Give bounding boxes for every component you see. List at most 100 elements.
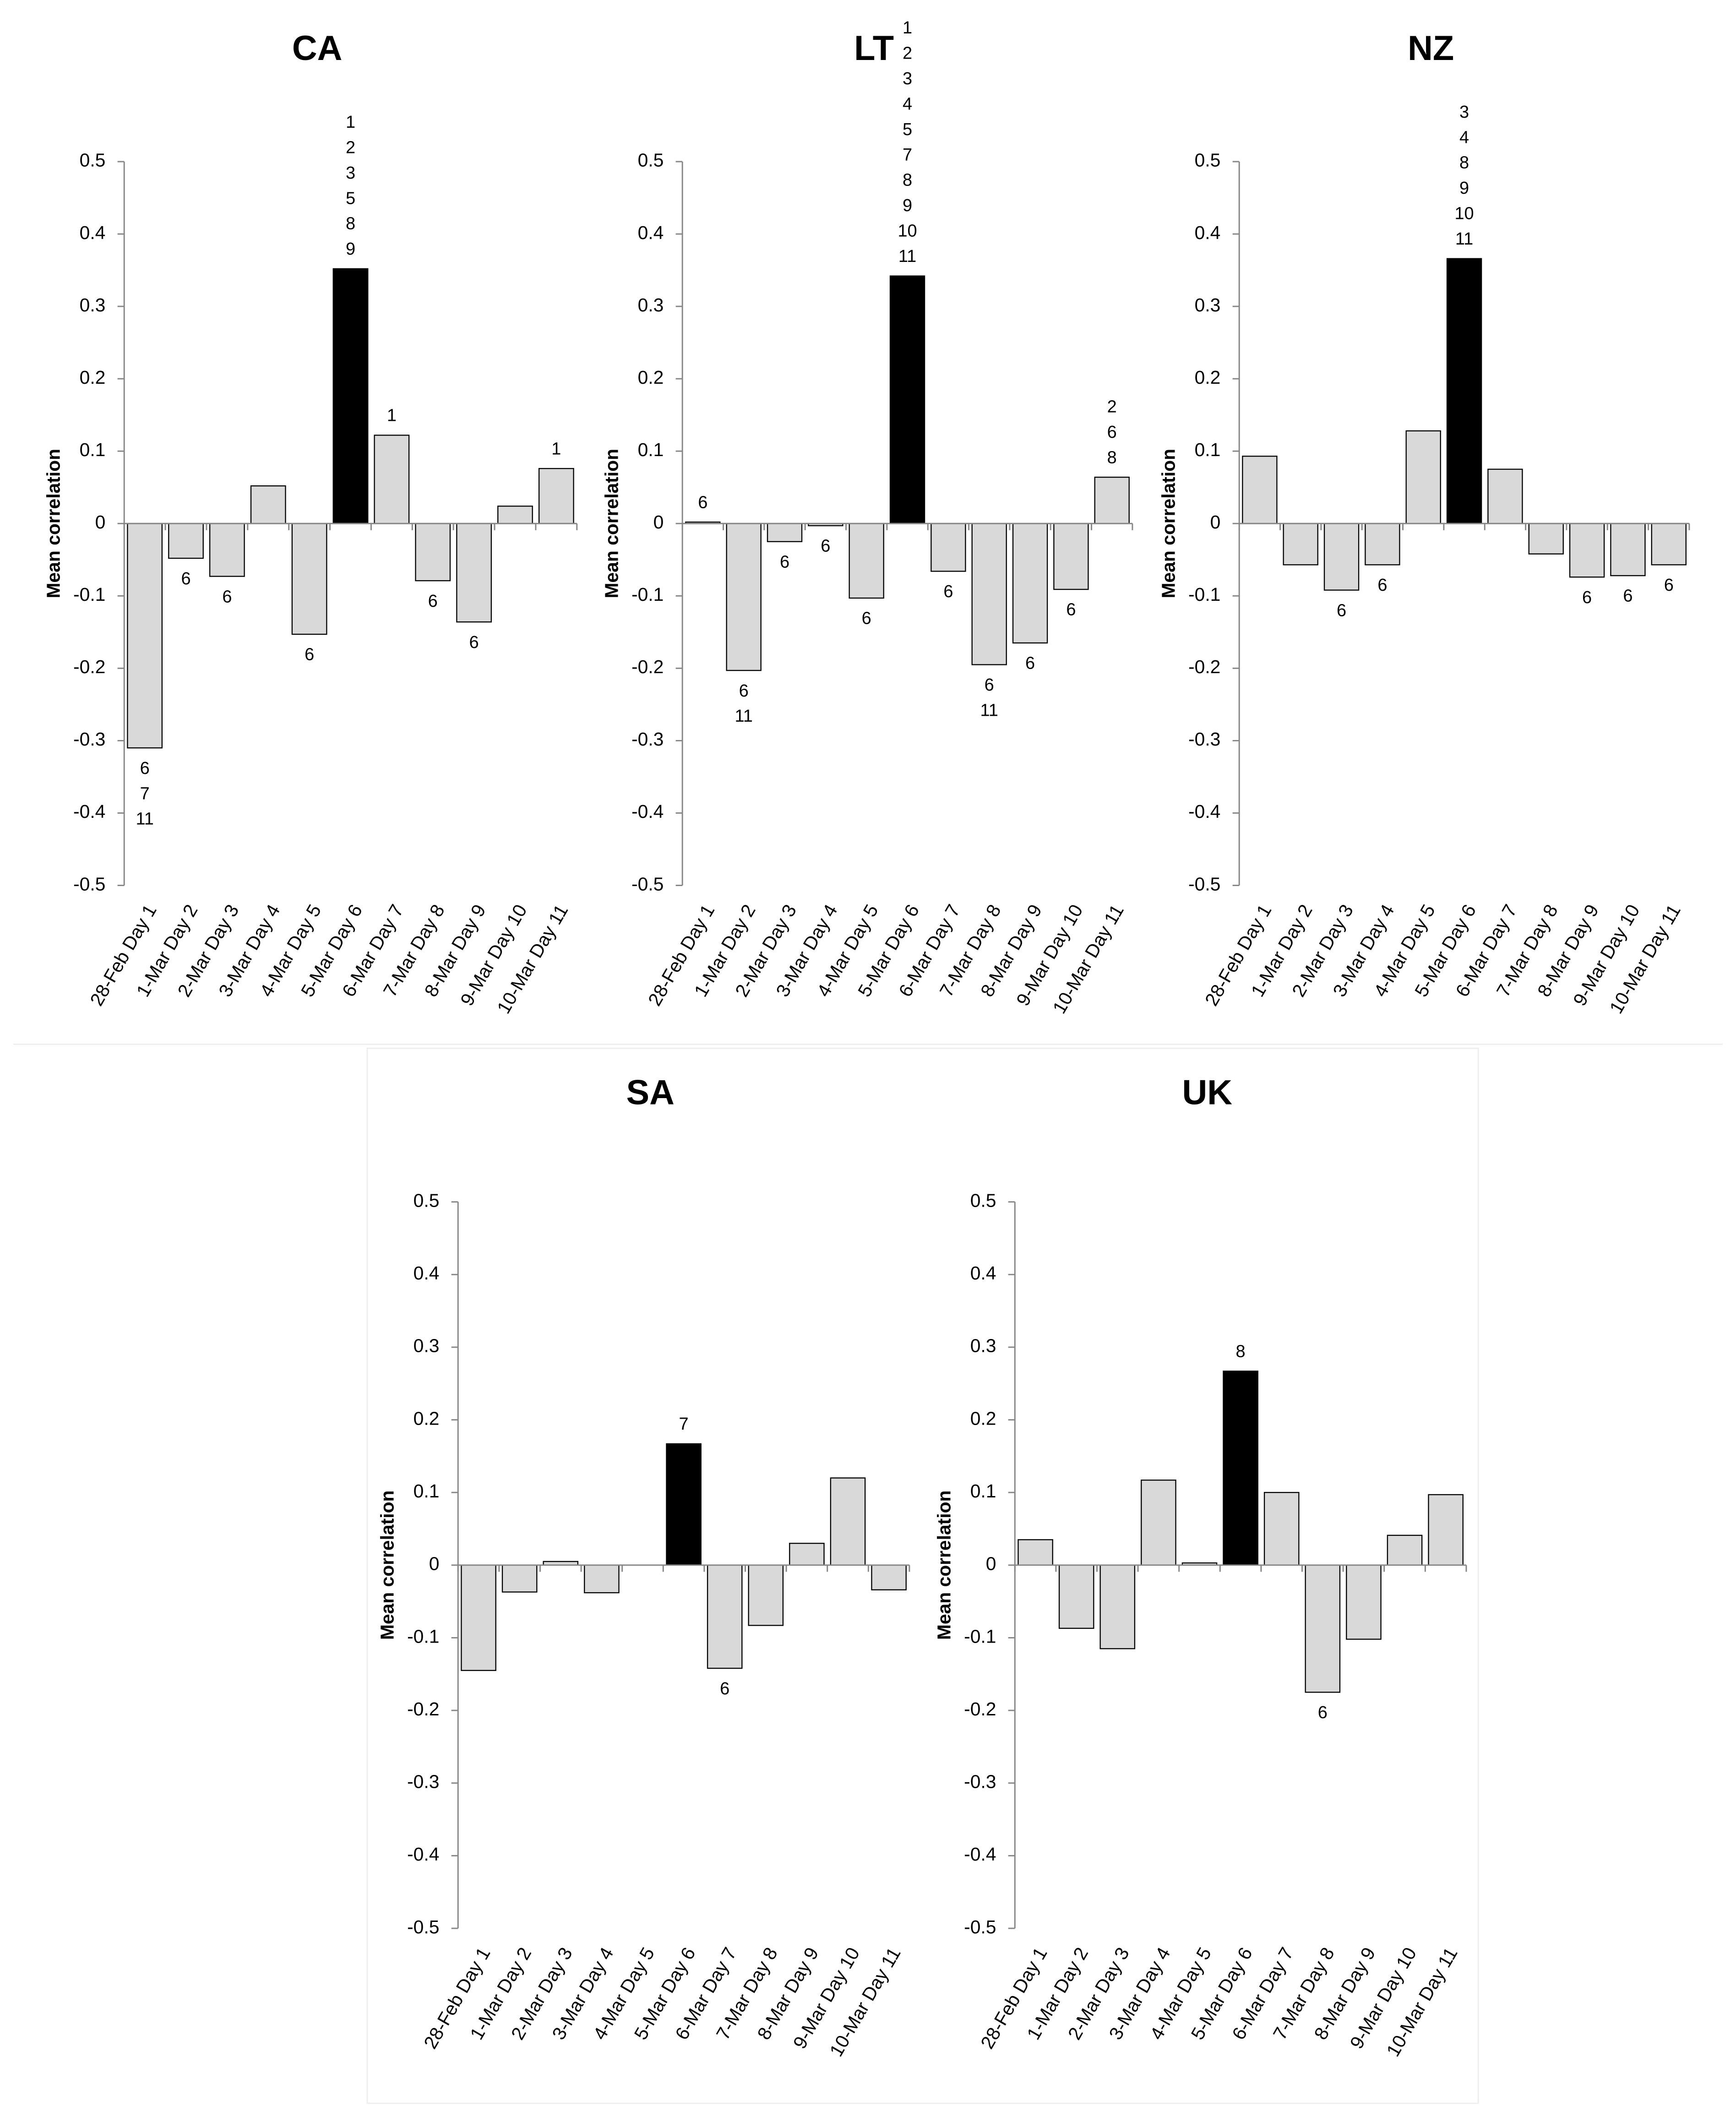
y-tick-label: 0.4 — [970, 1263, 996, 1284]
significance-label: 6 — [140, 759, 150, 778]
y-axis-label: Mean correlation — [376, 1491, 397, 1640]
y-tick-label: 0.5 — [80, 150, 106, 171]
y-tick-label: -0.3 — [964, 1771, 996, 1792]
significance-label: 6 — [469, 633, 479, 652]
significance-label: 6 — [862, 609, 871, 628]
chart-title: NZ — [1408, 29, 1454, 68]
significance-label: 4 — [1459, 128, 1469, 147]
y-tick-label: 0.3 — [80, 294, 106, 316]
y-tick-label: -0.2 — [631, 656, 664, 677]
significance-label: 10 — [1454, 204, 1474, 223]
y-tick-label: -0.5 — [73, 873, 105, 894]
bar — [538, 468, 574, 524]
significance-label: 6 — [1623, 587, 1633, 606]
bar — [1223, 1371, 1258, 1566]
bar — [1018, 1539, 1053, 1566]
significance-label: 7 — [903, 145, 912, 164]
significance-label: 6 — [1107, 423, 1117, 442]
bar — [584, 1564, 620, 1594]
significance-label: 9 — [346, 239, 355, 259]
significance-label: 2 — [346, 138, 355, 157]
significance-label: 6 — [1337, 601, 1346, 620]
bar — [168, 523, 204, 559]
y-tick-label: -0.5 — [1188, 873, 1220, 894]
bar — [1242, 456, 1278, 524]
y-tick-label: 0.5 — [970, 1190, 996, 1211]
significance-label: 6 — [428, 592, 438, 611]
bar — [1263, 1492, 1300, 1566]
significance-label: 11 — [136, 810, 153, 829]
significance-label: 9 — [1459, 179, 1469, 198]
significance-label: 11 — [898, 247, 916, 266]
significance-label: 6 — [985, 675, 994, 695]
chart-title: LT — [854, 29, 894, 68]
y-tick-label: -0.4 — [1188, 801, 1220, 822]
significance-label: 2 — [1107, 397, 1117, 416]
y-tick-label: 0.5 — [1195, 150, 1221, 171]
y-tick-label: 0 — [1210, 512, 1221, 533]
significance-label: 6 — [1582, 588, 1592, 607]
y-axis-label: Mean correlation — [1158, 449, 1179, 599]
significance-label: 6 — [720, 1679, 729, 1698]
significance-label: 8 — [346, 214, 355, 234]
chart-title: UK — [1182, 1073, 1232, 1112]
y-tick-label: -0.3 — [631, 729, 664, 750]
bar — [830, 1477, 866, 1566]
y-tick-label: -0.1 — [407, 1626, 439, 1647]
y-tick-label: 0 — [95, 512, 106, 533]
bar — [1099, 1564, 1136, 1649]
significance-label: 6 — [780, 552, 789, 571]
y-tick-label: -0.1 — [73, 584, 105, 605]
y-tick-label: 0 — [653, 512, 664, 533]
bar — [931, 523, 966, 572]
bar — [1346, 1564, 1382, 1640]
bar — [456, 523, 492, 623]
significance-label: 6 — [1025, 654, 1035, 673]
significance-label: 6 — [739, 681, 749, 701]
significance-label: 5 — [346, 189, 355, 208]
y-tick-label: -0.3 — [407, 1771, 439, 1792]
y-axis-label: Mean correlation — [43, 449, 64, 599]
significance-label: 7 — [679, 1415, 689, 1434]
y-tick-label: -0.4 — [964, 1844, 996, 1865]
bar — [889, 275, 925, 524]
significance-label: 6 — [181, 569, 190, 588]
bar — [374, 435, 410, 524]
significance-label: 6 — [1318, 1703, 1328, 1722]
significance-label: 10 — [898, 221, 917, 240]
significance-label: 3 — [1459, 103, 1469, 122]
significance-label: 6 — [1664, 576, 1674, 595]
bar — [748, 1564, 784, 1626]
significance-label: 1 — [387, 406, 397, 425]
y-tick-label: 0.2 — [414, 1408, 440, 1429]
y-tick-label: 0.5 — [638, 150, 664, 171]
y-tick-label: 0.4 — [638, 222, 664, 243]
y-tick-label: 0.1 — [970, 1480, 996, 1502]
bar — [1012, 523, 1048, 644]
significance-label: 5 — [903, 120, 912, 139]
y-tick-label: -0.4 — [631, 801, 664, 822]
bar — [871, 1564, 907, 1590]
bar — [1487, 468, 1523, 524]
y-tick-label: -0.3 — [73, 729, 105, 750]
significance-label: 2 — [903, 44, 912, 63]
bar — [1305, 1564, 1341, 1693]
significance-label: 6 — [821, 537, 830, 556]
significance-label: 1 — [903, 18, 912, 38]
bar — [1569, 523, 1605, 578]
bar — [1387, 1535, 1423, 1566]
chart-title: CA — [292, 29, 343, 68]
y-tick-label: 0.4 — [80, 222, 106, 243]
bar — [1323, 523, 1360, 591]
bar — [127, 523, 163, 749]
significance-label: 6 — [1066, 600, 1076, 620]
y-tick-label: 0.3 — [638, 294, 664, 316]
y-tick-label: 0.2 — [638, 367, 664, 388]
bar — [501, 1564, 538, 1593]
y-tick-label: -0.1 — [964, 1626, 996, 1647]
bar — [971, 523, 1007, 665]
y-tick-label: 0.1 — [414, 1480, 440, 1502]
bar — [789, 1543, 825, 1566]
significance-label: 6 — [698, 493, 707, 512]
